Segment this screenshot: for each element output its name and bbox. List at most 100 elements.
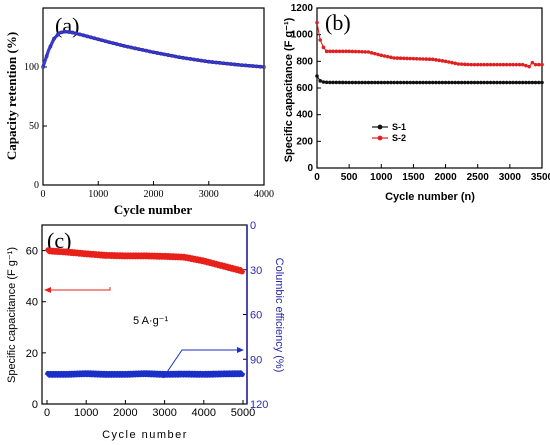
data-point [232, 62, 237, 67]
data-point [450, 80, 454, 85]
x-tick-label: 5000 [231, 407, 255, 419]
data-point [501, 80, 506, 85]
data-point [440, 59, 445, 63]
data-point [488, 80, 493, 85]
panel-c-ticks: 0 1000 2000 3000 4000 5000 0 20 40 60 0 30 60 90 120 [26, 220, 269, 419]
data-point [366, 80, 371, 85]
x-tick-label: 1500 [402, 172, 425, 183]
data-point [66, 30, 71, 34]
data-point [63, 29, 68, 34]
data-point [456, 80, 461, 85]
panel-c-xlabel: Cycle number [102, 429, 188, 441]
legend-s2-label: S-2 [392, 133, 406, 143]
x-tick-label: 3000 [152, 407, 176, 419]
data-point [527, 64, 531, 69]
data-point [324, 49, 329, 54]
x-tick-label: 3000 [199, 189, 219, 200]
data-point [321, 80, 326, 84]
data-point [334, 49, 339, 54]
data-point [488, 62, 493, 67]
data-point [188, 57, 193, 61]
data-point [350, 49, 355, 54]
data-point [228, 62, 233, 66]
data-point [334, 80, 339, 85]
data-point [421, 80, 425, 85]
data-point [453, 80, 458, 85]
data-point [533, 62, 538, 67]
data-point [511, 62, 515, 67]
data-point [389, 55, 393, 60]
data-point [517, 62, 522, 67]
data-point [379, 80, 384, 85]
data-point [225, 61, 230, 66]
data-point [173, 54, 178, 59]
data-point [52, 36, 56, 41]
data-point [177, 55, 182, 60]
panel-b-xlabel: Cycle number (n) [385, 191, 475, 203]
data-point [536, 62, 541, 67]
data-point [414, 56, 419, 61]
panel-c-ylabel: Specific capacitance (F g⁻¹) [6, 247, 18, 383]
data-point [347, 49, 351, 54]
data-point [363, 50, 368, 54]
data-point [540, 80, 544, 85]
data-point [155, 51, 160, 55]
y-tick-label: 400 [296, 110, 313, 121]
data-point [315, 20, 319, 25]
data-point [210, 60, 215, 64]
data-point [92, 36, 97, 41]
data-point [514, 62, 519, 67]
data-point [199, 58, 204, 63]
data-point [369, 51, 374, 55]
data-point [508, 62, 512, 67]
y2-tick-label: 60 [250, 310, 262, 322]
data-point [527, 80, 531, 85]
data-point [376, 52, 380, 57]
data-point [398, 56, 403, 61]
data-point [243, 63, 248, 68]
panel-b-frame [316, 7, 543, 169]
data-point [379, 53, 384, 58]
data-point [424, 57, 429, 61]
data-point [405, 56, 409, 61]
data-point [331, 80, 335, 85]
data-point [408, 80, 413, 85]
data-point [430, 80, 435, 85]
data-point [430, 57, 435, 62]
y2-tick-label: 0 [250, 220, 256, 232]
data-point [344, 49, 348, 54]
data-point [463, 80, 467, 85]
data-point [530, 60, 535, 65]
data-point [459, 62, 464, 66]
y-tick-label: 100 [24, 62, 39, 73]
data-point [424, 80, 429, 85]
y2-tick-label: 30 [250, 265, 262, 277]
data-point [491, 80, 496, 85]
data-point [382, 54, 387, 58]
x-tick-label: 1000 [88, 189, 108, 200]
data-point [434, 58, 438, 62]
x-tick-label: 4000 [192, 407, 216, 419]
data-point [495, 62, 499, 67]
data-point [181, 55, 185, 60]
data-point [504, 80, 509, 85]
y-tick-label: 600 [296, 83, 313, 94]
data-point [469, 62, 474, 67]
data-point [315, 74, 319, 78]
data-point [151, 50, 156, 55]
blue-arrow-line [162, 349, 238, 379]
data-point [524, 80, 528, 85]
x-tick-label: 4000 [254, 189, 274, 200]
data-point [392, 80, 396, 85]
data-point [214, 60, 219, 65]
x-tick-label: 0 [41, 189, 46, 200]
data-point [498, 62, 503, 67]
panel-c-annotation: 5 A·g⁻¹ [133, 315, 168, 327]
data-point [324, 80, 329, 85]
x-tick-label: 2000 [434, 172, 457, 183]
data-point [158, 51, 163, 56]
data-point [77, 32, 82, 37]
